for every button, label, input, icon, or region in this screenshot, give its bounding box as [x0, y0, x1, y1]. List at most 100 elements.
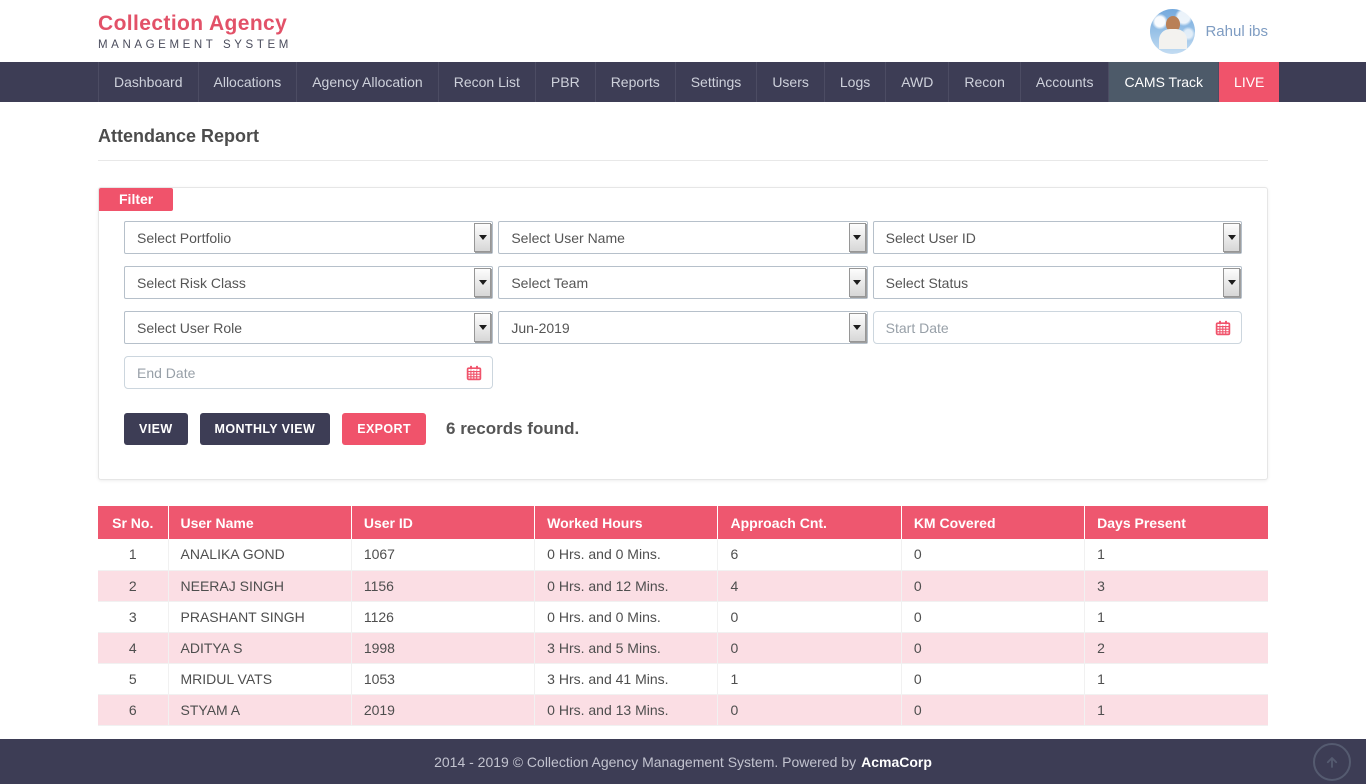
- arrow-up-icon: [1326, 756, 1338, 768]
- attendance-table: Sr No. User Name User ID Worked Hours Ap…: [98, 506, 1268, 726]
- nav-item-pbr[interactable]: PBR: [536, 62, 596, 102]
- portfolio-select-value: Select Portfolio: [137, 229, 232, 246]
- table-row: 2 NEERAJ SINGH 1156 0 Hrs. and 12 Mins. …: [98, 570, 1268, 602]
- nav-item-reports[interactable]: Reports: [596, 62, 676, 102]
- cell-worked-hours: 0 Hrs. and 13 Mins.: [534, 694, 719, 726]
- user-name-select[interactable]: Select User Name: [498, 221, 868, 254]
- chevron-down-icon[interactable]: [848, 268, 866, 297]
- export-button[interactable]: EXPORT: [342, 413, 427, 445]
- cell-days-present: 1: [1084, 601, 1268, 633]
- nav-item-recon-list[interactable]: Recon List: [439, 62, 536, 102]
- cell-sr-no: 4: [98, 632, 169, 664]
- filter-panel-heading: Filter: [99, 188, 174, 211]
- chevron-down-icon[interactable]: [474, 223, 492, 252]
- chevron-down-icon[interactable]: [474, 268, 492, 297]
- cell-worked-hours: 0 Hrs. and 0 Mins.: [534, 601, 719, 633]
- cell-km-covered: 0: [901, 663, 1086, 695]
- chevron-down-icon[interactable]: [474, 313, 492, 342]
- cell-days-present: 1: [1084, 663, 1268, 695]
- table-header: Sr No. User Name User ID Worked Hours Ap…: [98, 506, 1268, 539]
- cell-days-present: 2: [1084, 632, 1268, 664]
- table-row: 4 ADITYA S 1998 3 Hrs. and 5 Mins. 0 0 2: [98, 632, 1268, 664]
- cell-km-covered: 0: [901, 570, 1086, 602]
- top-header: Collection Agency MANAGEMENT SYSTEM Rahu…: [0, 0, 1366, 62]
- avatar[interactable]: [1150, 8, 1196, 54]
- cell-sr-no: 5: [98, 663, 169, 695]
- portfolio-select[interactable]: Select Portfolio: [124, 221, 494, 254]
- end-date-field: [124, 356, 494, 389]
- cell-km-covered: 0: [901, 694, 1086, 726]
- user-role-select-value: Select User Role: [137, 319, 243, 336]
- cell-user-name: ANALIKA GOND: [168, 539, 352, 571]
- cell-sr-no: 3: [98, 601, 169, 633]
- nav-item-settings[interactable]: Settings: [676, 62, 758, 102]
- calendar-icon[interactable]: [466, 365, 482, 381]
- cell-sr-no: 2: [98, 570, 169, 602]
- cell-approach-cnt: 6: [717, 539, 902, 571]
- user-id-select-value: Select User ID: [885, 229, 976, 246]
- end-date-input[interactable]: [127, 364, 467, 381]
- cell-approach-cnt: 0: [717, 632, 902, 664]
- month-select[interactable]: Jun-2019: [498, 311, 868, 344]
- nav-item-awd[interactable]: AWD: [886, 62, 950, 102]
- cell-approach-cnt: 1: [717, 663, 902, 695]
- cell-user-id: 2019: [351, 694, 536, 726]
- cell-user-id: 1126: [351, 601, 536, 633]
- footer-brand: AcmaCorp: [861, 753, 932, 770]
- cell-worked-hours: 0 Hrs. and 12 Mins.: [534, 570, 719, 602]
- view-button[interactable]: VIEW: [124, 413, 188, 445]
- risk-class-select[interactable]: Select Risk Class: [124, 266, 494, 299]
- chevron-down-icon[interactable]: [1223, 223, 1240, 252]
- start-date-input[interactable]: [875, 319, 1215, 336]
- chevron-down-icon[interactable]: [848, 223, 866, 252]
- nav-item-recon[interactable]: Recon: [949, 62, 1021, 102]
- status-select[interactable]: Select Status: [872, 266, 1242, 299]
- nav-item-agency-allocation[interactable]: Agency Allocation: [297, 62, 439, 102]
- nav-item-cams-track[interactable]: CAMS Track: [1109, 62, 1220, 102]
- cell-sr-no: 1: [98, 539, 169, 571]
- nav-item-live[interactable]: LIVE: [1219, 62, 1280, 102]
- nav-item-allocations[interactable]: Allocations: [199, 62, 298, 102]
- start-date-field: [872, 311, 1242, 344]
- cell-km-covered: 0: [901, 539, 1086, 571]
- cell-user-name: PRASHANT SINGH: [168, 601, 352, 633]
- col-header-worked-hours: Worked Hours: [534, 506, 719, 539]
- cell-user-id: 1067: [351, 539, 536, 571]
- cell-km-covered: 0: [901, 632, 1086, 664]
- cell-user-id: 1156: [351, 570, 536, 602]
- nav-item-users[interactable]: Users: [757, 62, 825, 102]
- title-divider: [98, 160, 1268, 161]
- user-name: Rahul ibs: [1205, 22, 1268, 40]
- risk-class-select-value: Select Risk Class: [137, 274, 246, 291]
- cell-approach-cnt: 0: [717, 694, 902, 726]
- monthly-view-button[interactable]: MONTHLY VIEW: [199, 413, 331, 445]
- user-role-select[interactable]: Select User Role: [124, 311, 494, 344]
- col-header-sr-no: Sr No.: [98, 506, 169, 539]
- user-id-select[interactable]: Select User ID: [872, 221, 1242, 254]
- chevron-down-icon[interactable]: [848, 313, 866, 342]
- records-found-text: 6 records found.: [446, 419, 580, 438]
- cell-user-name: ADITYA S: [168, 632, 352, 664]
- cell-user-name: STYAM A: [168, 694, 352, 726]
- footer: 2014 - 2019 © Collection Agency Manageme…: [0, 739, 1366, 784]
- cell-user-id: 1053: [351, 663, 536, 695]
- team-select-value: Select Team: [511, 274, 589, 291]
- avatar-head-shape: [1165, 15, 1180, 32]
- team-select[interactable]: Select Team: [498, 266, 868, 299]
- avatar-torso-shape: [1158, 28, 1187, 49]
- cell-days-present: 1: [1084, 694, 1268, 726]
- nav-item-accounts[interactable]: Accounts: [1021, 62, 1110, 102]
- filter-panel: Filter Select Portfolio Select User Name…: [98, 187, 1268, 480]
- scroll-to-top-button[interactable]: [1313, 742, 1351, 781]
- nav-item-logs[interactable]: Logs: [825, 62, 887, 102]
- status-select-value: Select Status: [885, 274, 969, 291]
- user-menu[interactable]: Rahul ibs: [1150, 8, 1268, 54]
- col-header-user-name: User Name: [168, 506, 352, 539]
- calendar-icon[interactable]: [1215, 320, 1231, 336]
- chevron-down-icon[interactable]: [1223, 268, 1240, 297]
- brand-logo[interactable]: Collection Agency MANAGEMENT SYSTEM: [98, 12, 292, 51]
- col-header-user-id: User ID: [351, 506, 536, 539]
- nav-item-dashboard[interactable]: Dashboard: [98, 62, 199, 102]
- cell-user-name: NEERAJ SINGH: [168, 570, 352, 602]
- cell-user-id: 1998: [351, 632, 536, 664]
